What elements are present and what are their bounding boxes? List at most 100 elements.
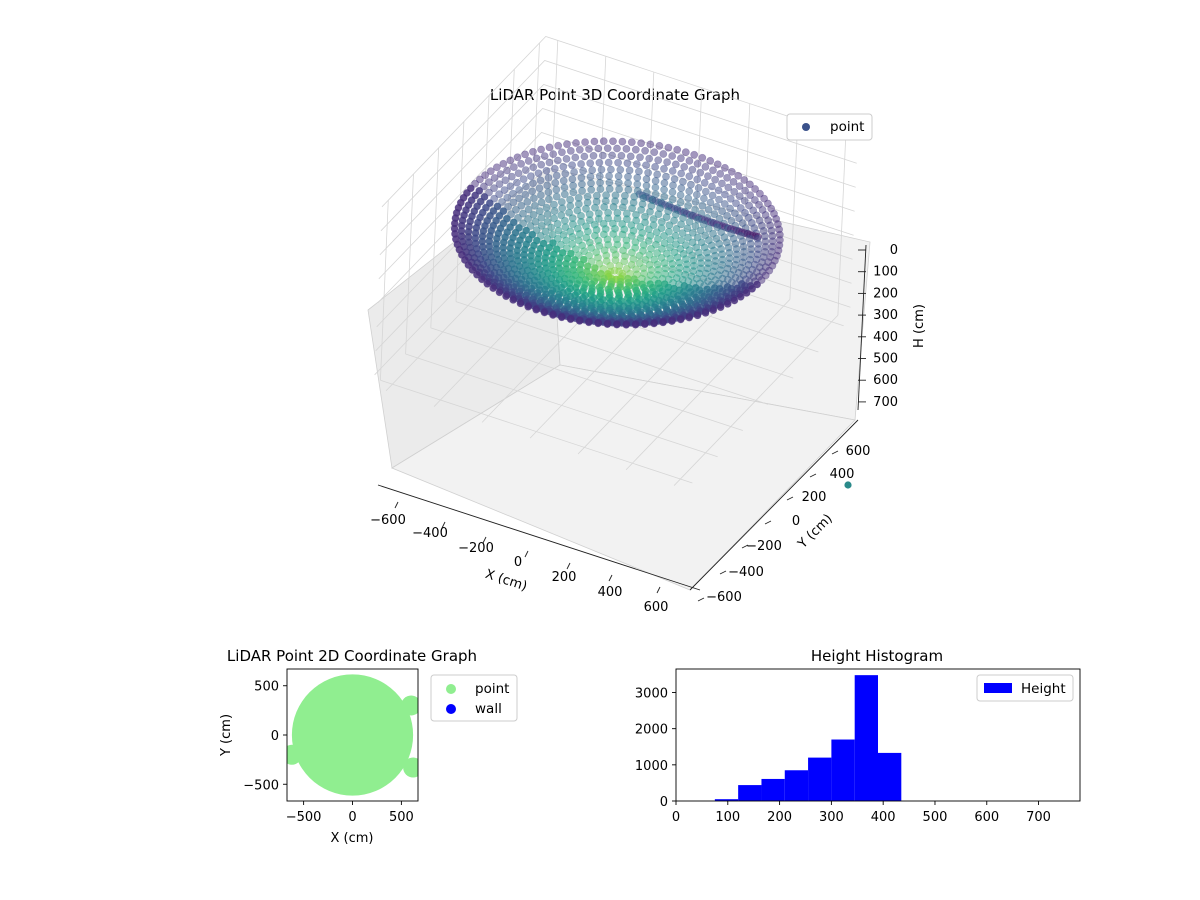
point-3d [541,227,550,236]
point-3d [563,140,571,149]
point-3d [650,319,658,328]
point-3d [691,197,700,206]
point-3d [727,167,736,176]
point-3d [543,210,552,219]
point-3d [489,284,498,292]
point-3d [551,178,560,187]
point-3d [481,171,489,180]
point-3d [691,222,700,230]
point-3d [507,172,516,181]
point-3d [741,186,749,195]
chart-3d-title: LiDAR Point 3D Coordinate Graph [490,86,740,104]
point-3d [681,241,690,249]
point-3d-outlier [844,481,852,489]
grid-line-back-x [597,56,607,237]
point-3d [668,188,677,197]
z-tick-label-3d: 400 [873,330,898,345]
point-3d [499,207,508,215]
point-3d [685,217,694,226]
point-3d [685,313,694,322]
point-3d [684,201,692,210]
point-3d [561,216,569,225]
point-3d [693,311,702,320]
point-3d [603,320,612,328]
point-3d [475,186,484,195]
point-3d [589,151,598,160]
point-3d [712,202,721,211]
x-tick-3d [441,521,446,529]
point-3d [507,210,515,218]
point-3d [716,169,725,178]
point-3d [645,154,654,163]
point-3d [644,225,653,234]
y-tick-label-3d: 600 [846,444,871,459]
point-3d [644,237,653,245]
legend-2d-label-point: point [475,681,509,697]
point-3d [736,204,745,212]
point-3d [547,223,556,232]
point-3d [693,159,702,168]
histogram-title: Height Histogram [811,647,943,665]
point-3d [701,231,710,240]
point-3d [468,265,477,274]
point-2d-edge [401,695,418,716]
grid-line-back-x [789,119,799,300]
point-3d [604,240,613,249]
point-3d [724,183,733,192]
point-3d [726,194,735,203]
point-3d [550,207,559,215]
y-axis-label-3d: Y (cm) [795,511,836,552]
x-tick-3d [482,536,487,544]
point-3d [620,257,629,266]
point-3d [704,224,713,233]
point-3d [708,182,716,191]
point-3d [727,216,736,225]
point-3d [628,204,636,213]
point-3d [603,144,612,153]
point-3d [632,160,641,168]
legend-3d: point [786,113,873,141]
point-3d [495,288,504,297]
point-3d [499,159,508,168]
x-tick-label-3d: −200 [458,541,494,556]
grid-line-h [376,156,853,328]
x-tick-label-3d: 0 [514,555,522,570]
point-3d [669,181,677,190]
grid-line-h [378,108,855,280]
point-3d [519,209,527,218]
y-tick-label-2d: 500 [254,680,279,695]
point-3d [523,197,532,206]
point-3d [537,145,545,154]
x-tick-label-histogram: 400 [871,810,896,825]
point-3d [595,241,604,250]
x-tick-label-histogram: 0 [672,810,680,825]
point-3d [544,173,553,182]
grid-line-side-y [405,174,414,355]
point-3d [698,153,707,162]
point-3d [594,214,603,223]
point-3d [479,182,488,191]
point-2d-disk [291,674,414,796]
grid-line-back-x [837,135,847,316]
y-tick-label-histogram: 0 [660,795,668,810]
histogram-bar [714,799,739,801]
point-3d [716,303,725,312]
point-3d [529,163,538,172]
ticks-3d: −600−400−2000200400600−600−400−200020040… [370,243,898,615]
point-3d [690,150,699,159]
point-3d [676,198,685,207]
x-tick-label-3d: −600 [370,513,406,528]
histogram-bar [808,757,832,801]
point-3d [642,181,651,190]
point-3d [490,174,499,182]
point-3d [677,220,685,229]
point-3d [701,308,710,317]
point-3d [493,202,502,211]
point-3d [746,180,754,189]
x-tick-3d [524,550,529,558]
point-3d [550,214,558,223]
legend-2d-label-wall: wall [475,701,502,717]
x-tick-3d [656,586,661,594]
x-tick-label-2d: 0 [348,810,356,825]
point-3d [600,203,609,211]
